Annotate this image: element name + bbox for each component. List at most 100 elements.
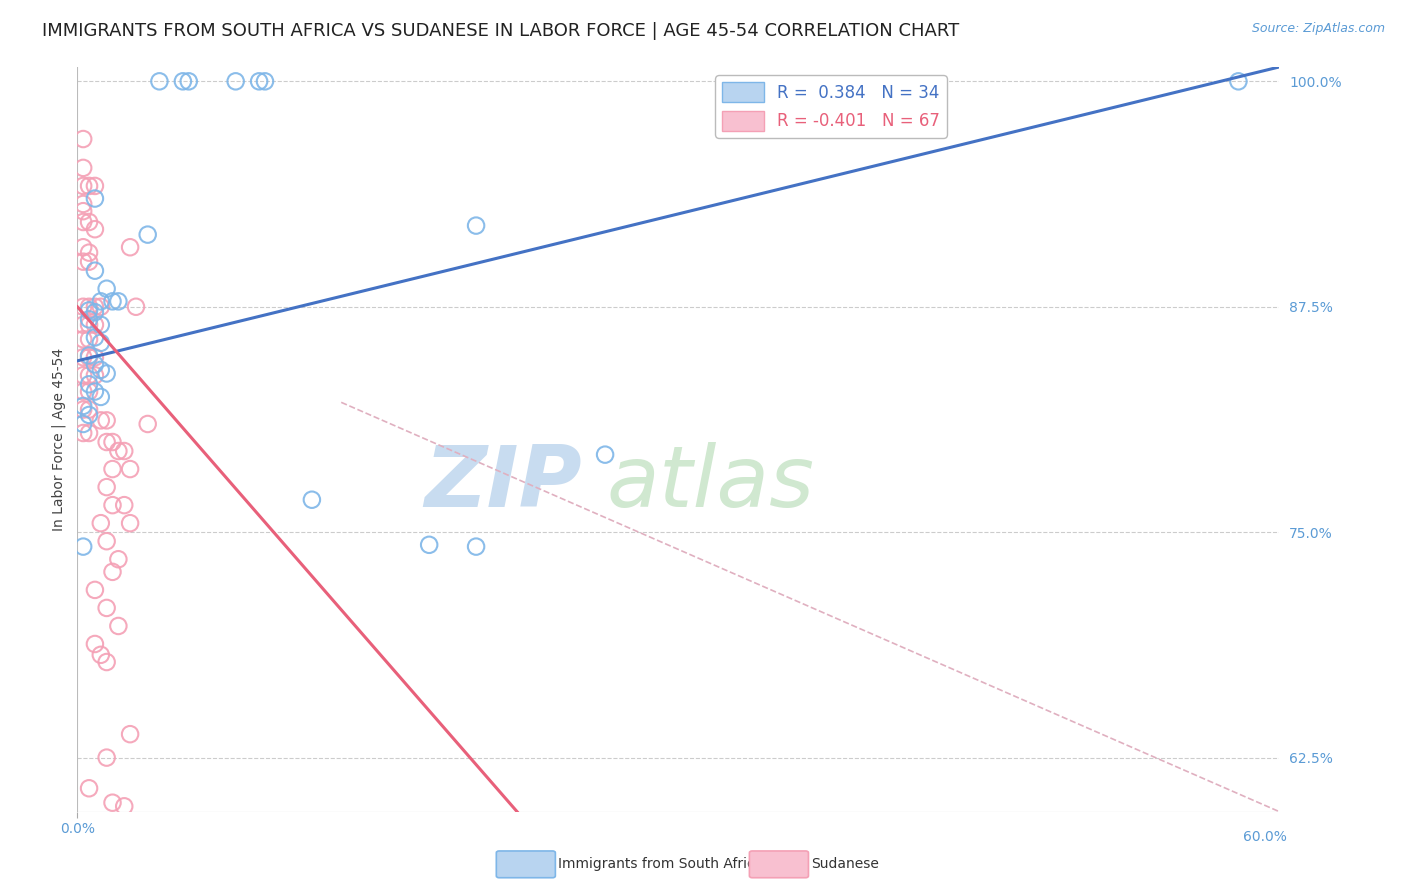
Point bbox=[84, 582, 107, 597]
Point bbox=[136, 417, 159, 431]
Point bbox=[77, 178, 100, 193]
Point bbox=[120, 462, 142, 476]
Point bbox=[72, 402, 94, 417]
Point bbox=[72, 417, 94, 431]
Text: Source: ZipAtlas.com: Source: ZipAtlas.com bbox=[1251, 22, 1385, 36]
Point bbox=[120, 240, 142, 254]
Point bbox=[90, 300, 112, 314]
Point bbox=[96, 480, 118, 494]
Point bbox=[77, 312, 100, 326]
Point bbox=[418, 538, 440, 552]
Point bbox=[465, 219, 488, 233]
Point bbox=[465, 540, 488, 554]
Point bbox=[101, 435, 124, 450]
Point bbox=[77, 781, 100, 796]
Point bbox=[72, 399, 94, 413]
Point bbox=[90, 318, 112, 332]
Point bbox=[136, 227, 159, 242]
Point bbox=[84, 368, 107, 383]
Point bbox=[1227, 74, 1250, 88]
Point bbox=[84, 330, 107, 344]
Point bbox=[107, 444, 129, 458]
Point bbox=[72, 318, 94, 332]
Point bbox=[77, 368, 100, 383]
Point bbox=[96, 655, 118, 669]
Point bbox=[77, 332, 100, 346]
Point bbox=[107, 552, 129, 566]
Point bbox=[77, 384, 100, 399]
Point bbox=[72, 132, 94, 146]
Point bbox=[84, 305, 107, 319]
Point bbox=[120, 727, 142, 741]
Point bbox=[77, 300, 100, 314]
Point bbox=[77, 351, 100, 365]
Point bbox=[112, 444, 135, 458]
Point bbox=[253, 74, 276, 88]
Point bbox=[107, 619, 129, 633]
Legend: R =  0.384   N = 34, R = -0.401   N = 67: R = 0.384 N = 34, R = -0.401 N = 67 bbox=[716, 75, 946, 137]
Point bbox=[72, 178, 94, 193]
Point bbox=[101, 565, 124, 579]
Point bbox=[107, 294, 129, 309]
Point bbox=[72, 197, 94, 211]
Point bbox=[77, 402, 100, 417]
Point bbox=[72, 254, 94, 268]
Point bbox=[84, 358, 107, 372]
Point bbox=[77, 408, 100, 422]
Point bbox=[90, 648, 112, 662]
Point bbox=[84, 178, 107, 193]
Point bbox=[77, 254, 100, 268]
Point bbox=[84, 351, 107, 365]
Point bbox=[90, 413, 112, 427]
Point bbox=[96, 367, 118, 381]
Text: 60.0%: 60.0% bbox=[1243, 830, 1286, 844]
Point bbox=[77, 245, 100, 260]
Text: IMMIGRANTS FROM SOUTH AFRICA VS SUDANESE IN LABOR FORCE | AGE 45-54 CORRELATION : IMMIGRANTS FROM SOUTH AFRICA VS SUDANESE… bbox=[42, 22, 959, 40]
Text: Sudanese: Sudanese bbox=[811, 857, 879, 871]
Text: atlas: atlas bbox=[606, 442, 814, 525]
Point bbox=[72, 161, 94, 175]
Point bbox=[90, 294, 112, 309]
Point bbox=[90, 516, 112, 531]
Point bbox=[90, 335, 112, 350]
Point bbox=[112, 799, 135, 814]
Point bbox=[84, 300, 107, 314]
Point bbox=[90, 390, 112, 404]
Point bbox=[96, 750, 118, 764]
Point bbox=[120, 516, 142, 531]
Point bbox=[96, 413, 118, 427]
Point bbox=[96, 534, 118, 549]
Point bbox=[72, 384, 94, 399]
Point bbox=[72, 425, 94, 440]
Point bbox=[77, 348, 100, 362]
Point bbox=[301, 492, 323, 507]
Point bbox=[148, 74, 170, 88]
Point bbox=[72, 332, 94, 346]
Point bbox=[77, 377, 100, 392]
Y-axis label: In Labor Force | Age 45-54: In Labor Force | Age 45-54 bbox=[52, 348, 66, 531]
Point bbox=[72, 300, 94, 314]
Point bbox=[177, 74, 200, 88]
Point bbox=[77, 425, 100, 440]
Point bbox=[84, 384, 107, 399]
Point bbox=[418, 824, 440, 838]
Point bbox=[72, 540, 94, 554]
Point bbox=[84, 637, 107, 651]
Text: ZIP: ZIP bbox=[425, 442, 582, 525]
Point bbox=[125, 300, 148, 314]
Point bbox=[90, 363, 112, 377]
Text: Immigrants from South Africa: Immigrants from South Africa bbox=[558, 857, 763, 871]
Point bbox=[72, 368, 94, 383]
Point bbox=[225, 74, 247, 88]
Point bbox=[77, 303, 100, 318]
Point bbox=[96, 435, 118, 450]
Point bbox=[593, 448, 616, 462]
Point bbox=[77, 215, 100, 229]
Point bbox=[247, 74, 270, 88]
Point bbox=[101, 796, 124, 810]
Point bbox=[72, 215, 94, 229]
Point bbox=[84, 318, 107, 332]
Point bbox=[96, 601, 118, 615]
Point bbox=[72, 240, 94, 254]
Point bbox=[84, 192, 107, 206]
